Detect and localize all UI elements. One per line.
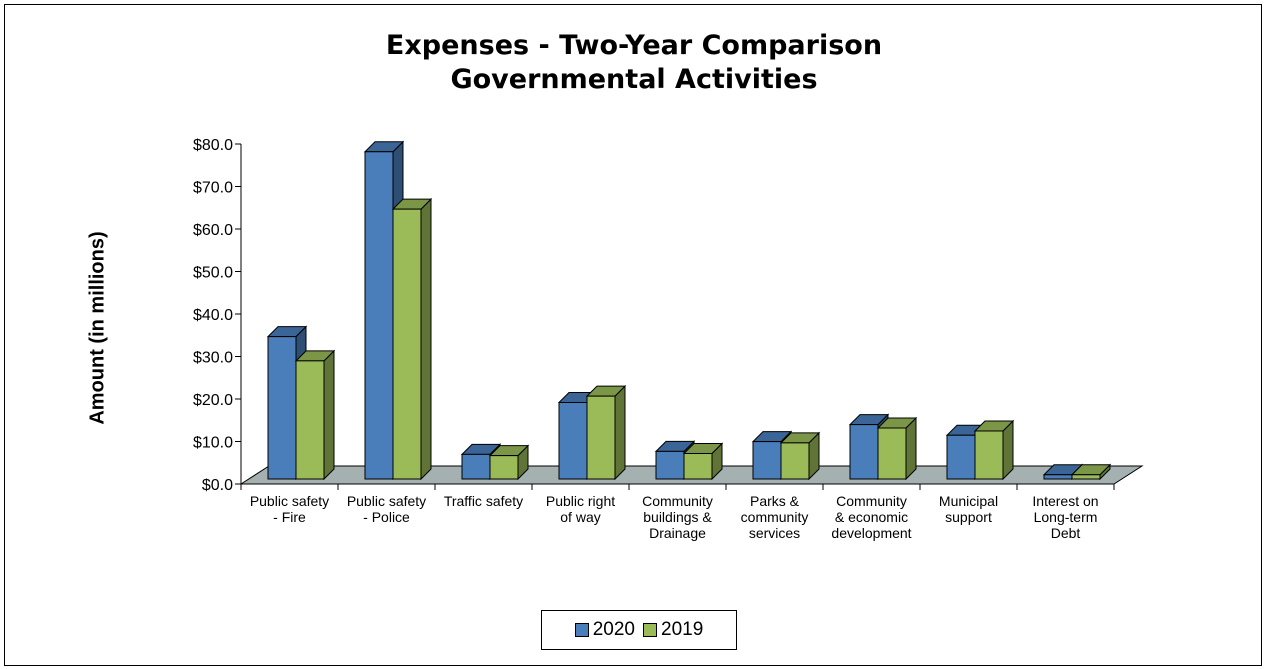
- y-tick-label: $40.0: [193, 307, 233, 324]
- bar-2019-6: [876, 416, 918, 481]
- y-tick-label: $60.0: [193, 222, 233, 239]
- legend-label-2020: 2020: [592, 619, 635, 640]
- chart-title: Expenses - Two-Year Comparison: [385, 30, 883, 61]
- legend-swatch-2020: [574, 623, 589, 637]
- x-tick-label: Public right of way: [546, 493, 615, 525]
- bar-2019-7: [973, 419, 1015, 481]
- bar-2019-5: [779, 431, 821, 481]
- bar-2019-8: [1070, 463, 1112, 481]
- legend-item-2019: 2019: [643, 619, 703, 641]
- x-tick-label: Community buildings & Drainage: [642, 493, 713, 541]
- x-tick-label: Municipal support: [939, 493, 998, 525]
- bar-2019-3: [585, 384, 627, 481]
- x-tick-label: Interest on Long-term Debt: [1032, 493, 1098, 541]
- x-tick-label: Community & economic development: [831, 493, 911, 541]
- bar-2019-2: [488, 444, 530, 481]
- bar-2019-0: [294, 349, 336, 481]
- chart-frame: [4, 4, 1262, 666]
- legend-label-2019: 2019: [661, 619, 704, 640]
- legend-swatch-2019: [643, 623, 657, 637]
- bar-2019-1: [391, 197, 433, 481]
- x-tick-label: Traffic safety: [444, 493, 523, 509]
- x-tick-label: Public safety - Fire: [250, 493, 329, 525]
- legend-item-2020: 2020: [574, 619, 635, 641]
- y-tick-label: $0.0: [202, 477, 233, 494]
- y-tick-label: $50.0: [193, 265, 233, 282]
- legend: 2020 2019: [541, 610, 737, 650]
- x-tick-label: Parks & community services: [741, 493, 809, 541]
- x-tick-label: Public safety - Police: [347, 493, 426, 525]
- y-tick-label: $80.0: [193, 137, 233, 154]
- y-tick-label: $10.0: [193, 435, 233, 452]
- chart-subtitle: Governmental Activities: [450, 64, 818, 95]
- bar-2019-4: [682, 442, 724, 481]
- y-tick-label: $70.0: [193, 180, 233, 197]
- y-tick-label: $20.0: [193, 392, 233, 409]
- y-tick-label: $30.0: [193, 350, 233, 367]
